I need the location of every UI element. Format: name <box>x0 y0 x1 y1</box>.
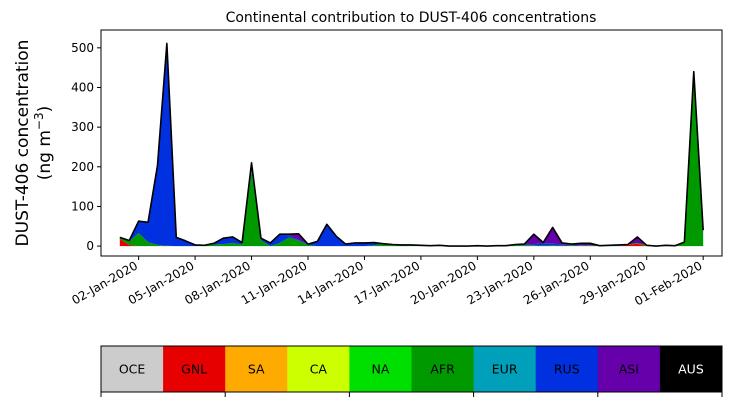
area-rus <box>119 43 704 247</box>
legend-label-afr: AFR <box>430 362 455 377</box>
legend-label-rus: RUS <box>554 362 580 377</box>
legend-label-asi: ASI <box>619 362 639 377</box>
legend-label-oce: OCE <box>119 362 146 377</box>
total-line <box>119 42 704 247</box>
legend-label-na: NA <box>371 362 389 377</box>
legend-frame <box>100 345 723 393</box>
legend-swatch-asi <box>597 346 661 392</box>
y-axis-label-line2: (ng m−3) <box>32 106 55 181</box>
y-tick-label: 200 <box>71 160 94 174</box>
legend-swatch-aus <box>659 346 723 392</box>
y-axis-label: DUST-406 concentration (ng m−3) <box>13 40 55 247</box>
legend-label-aus: AUS <box>678 362 704 377</box>
y-tick-label: 500 <box>71 41 94 55</box>
legend-swatch-afr <box>411 346 475 392</box>
y-axis-label-line1: DUST-406 concentration <box>13 40 33 247</box>
legend-swatch-na <box>349 346 412 392</box>
y-tick-label: 100 <box>71 199 94 213</box>
area-afr <box>119 71 704 247</box>
legend-label-ca: CA <box>310 362 328 377</box>
legend: OCE GNL SA CA NA AFR EUR RUS ASI AUS <box>100 345 723 397</box>
chart-title: Continental contribution to DUST-406 con… <box>226 10 597 26</box>
legend-swatch-sa <box>225 346 288 392</box>
legend-swatch-oce <box>101 346 164 392</box>
y-tick-label: 400 <box>71 80 94 94</box>
legend-swatch-gnl <box>163 346 226 392</box>
legend-label-sa: SA <box>248 362 265 377</box>
legend-swatch-rus <box>535 346 599 392</box>
legend-label-eur: EUR <box>492 362 518 377</box>
y-tick-label: 0 <box>86 239 94 253</box>
plot-frame <box>100 29 723 257</box>
area-layers <box>119 42 704 247</box>
area-asi <box>119 43 704 247</box>
legend-swatch-eur <box>473 346 537 392</box>
y-tick-label: 300 <box>71 120 94 134</box>
legend-swatch-ca <box>287 346 350 392</box>
legend-label-gnl: GNL <box>181 362 207 377</box>
